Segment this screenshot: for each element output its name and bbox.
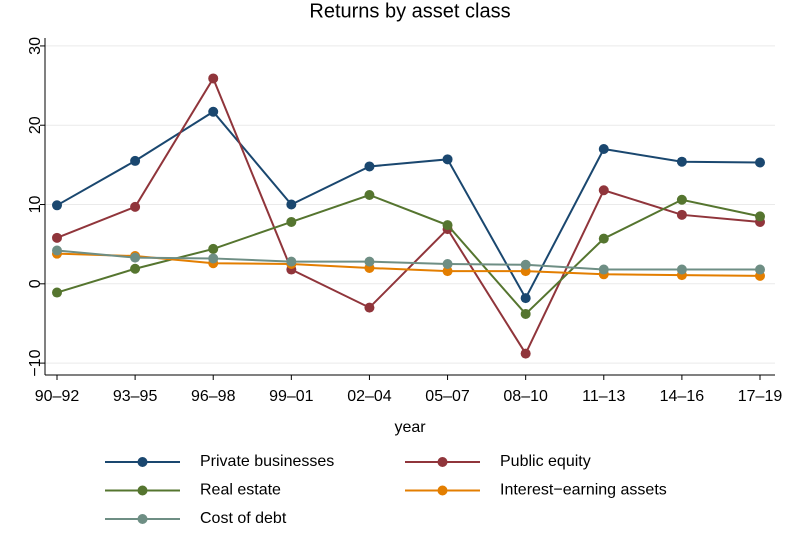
x-tick-label: 11‒13	[582, 388, 625, 405]
series-line	[56, 193, 761, 316]
data-point	[676, 209, 687, 220]
legend-label: Cost of debt	[200, 510, 287, 527]
data-point	[52, 232, 62, 243]
data-point	[208, 73, 219, 84]
x-tick-label: 90‒92	[35, 388, 80, 405]
data-point	[676, 264, 687, 275]
data-point	[520, 259, 531, 270]
data-point	[208, 253, 219, 264]
data-point	[755, 157, 765, 168]
series-line	[56, 110, 761, 301]
y-tick-label: 10	[27, 196, 44, 214]
data-point	[520, 348, 531, 359]
series-line	[56, 249, 760, 271]
legend-label: Private businesses	[200, 453, 334, 470]
data-point	[755, 211, 765, 222]
x-tick-label: 14‒16	[660, 388, 705, 405]
series-line	[56, 252, 761, 277]
data-point	[208, 106, 219, 117]
data-point	[676, 194, 687, 205]
data-point	[598, 264, 609, 275]
data-point	[520, 293, 531, 304]
data-point	[364, 302, 375, 313]
y-tick-label: −10	[27, 349, 44, 376]
x-tick-label: 93‒95	[113, 388, 158, 405]
legend-marker	[137, 457, 148, 467]
data-point	[364, 161, 375, 172]
legend-marker	[437, 485, 448, 496]
chart-title: Returns by asset class	[309, 0, 510, 22]
data-point	[442, 220, 453, 231]
x-tick-label: 99‒01	[269, 388, 314, 405]
data-point	[130, 263, 141, 274]
data-point	[598, 233, 609, 244]
data-point	[130, 201, 141, 212]
data-point	[286, 216, 297, 227]
x-tick-label: 05‒07	[425, 388, 470, 405]
data-point	[130, 155, 141, 166]
y-tick-label: 20	[27, 116, 44, 134]
legend-marker	[437, 457, 448, 467]
data-point	[442, 154, 453, 165]
data-point	[442, 258, 453, 269]
y-tick-label: 0	[27, 279, 44, 288]
data-point	[52, 245, 62, 256]
data-point	[286, 199, 297, 210]
data-point	[676, 156, 687, 167]
data-point	[598, 185, 609, 196]
x-axis-label: year	[394, 419, 426, 436]
data-point	[520, 308, 531, 319]
data-point	[755, 264, 765, 275]
data-point	[286, 256, 297, 267]
legend-label: Real estate	[200, 482, 281, 499]
series-line	[56, 76, 761, 356]
legend-marker	[137, 485, 148, 496]
y-tick-label: 30	[27, 37, 44, 55]
legend-label: Public equity	[500, 453, 591, 470]
data-point	[364, 256, 375, 267]
x-tick-label: 17‒19	[738, 388, 783, 405]
data-point	[52, 287, 62, 298]
x-tick-label: 02‒04	[347, 388, 392, 405]
data-point	[208, 243, 219, 254]
legend-label: Interest−earning assets	[500, 482, 667, 499]
data-point	[442, 266, 453, 277]
legend-marker	[137, 514, 148, 524]
x-tick-label: 96‒98	[191, 388, 236, 405]
data-point	[364, 190, 375, 201]
data-point	[130, 252, 141, 263]
x-tick-label: 08‒10	[503, 388, 548, 405]
data-point	[598, 144, 609, 155]
data-point	[52, 200, 62, 211]
